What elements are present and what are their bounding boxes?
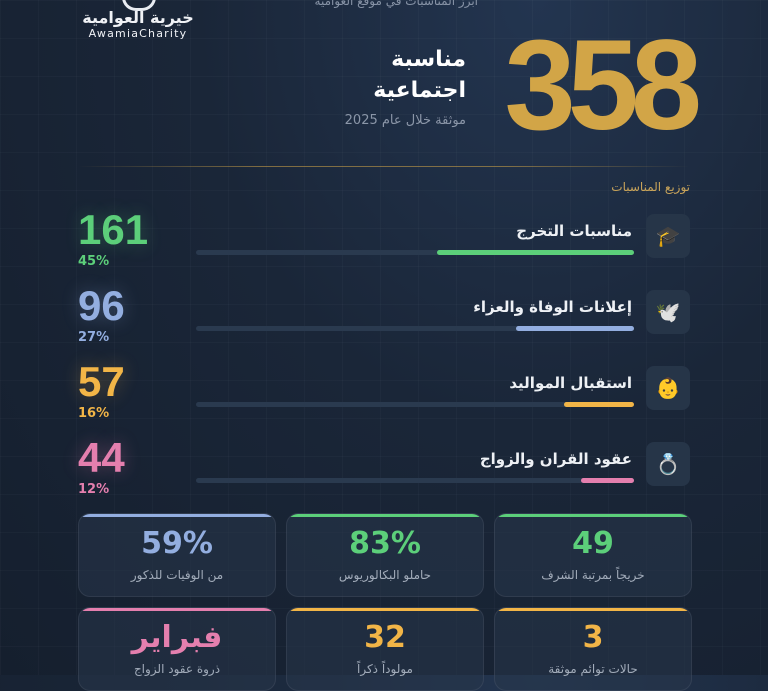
- stat-value: فبراير: [131, 620, 223, 655]
- category-bar-fill: [581, 478, 634, 483]
- stat-card: 59% من الوفيات للذكور: [78, 513, 276, 597]
- category-label: مناسبات التخرج: [516, 222, 632, 240]
- stat-card-accent: [79, 608, 275, 611]
- stat-caption: مولوداً ذكراً: [357, 662, 413, 676]
- stat-value: 3: [582, 620, 604, 655]
- ring-icon: 💍: [646, 442, 690, 486]
- hero-title-line2: اجتماعية: [373, 78, 466, 103]
- stat-value: 83%: [349, 526, 421, 561]
- category-bar-track: [196, 402, 634, 407]
- category-count: 96: [78, 282, 125, 329]
- category-label: استقبال المواليد: [509, 374, 632, 392]
- category-percent: 16%: [78, 406, 110, 421]
- category-count: 161: [78, 206, 149, 253]
- category-percent: 27%: [78, 330, 110, 345]
- logo-english: AwamiaCharity: [88, 27, 188, 40]
- stat-caption: ذروة عقود الزواج: [133, 662, 221, 676]
- stat-value: 49: [572, 526, 614, 561]
- category-bar-fill: [563, 402, 634, 407]
- hero-subtitle: موثقة خلال عام 2025: [344, 113, 466, 128]
- category-bar-track: [196, 250, 634, 255]
- stat-card-accent: [495, 608, 691, 611]
- stat-card: 3 حالات توائم موثقة: [494, 607, 692, 691]
- hero-title: مناسبة اجتماعية: [306, 44, 466, 106]
- logo: خيرية العوامية AwamiaCharity: [76, 0, 200, 44]
- category-label: عقود القران والزواج: [479, 450, 632, 468]
- category-row: 96 27% 🕊️ إعلانات الوفاة والعزاء: [78, 284, 690, 350]
- stat-card: 49 خريجاً بمرتبة الشرف: [494, 513, 692, 597]
- stat-card: فبراير ذروة عقود الزواج: [78, 607, 276, 691]
- logo-arabic: خيرية العوامية: [82, 8, 194, 27]
- category-row: 44 12% 💍 عقود القران والزواج: [78, 436, 690, 502]
- baby-icon: 👶: [646, 366, 690, 410]
- dove-icon: 🕊️: [646, 290, 690, 334]
- category-bar-track: [196, 478, 634, 483]
- stat-card-accent: [495, 514, 691, 517]
- stat-caption: من الوفيات للذكور: [130, 568, 224, 582]
- category-bar-track: [196, 326, 634, 331]
- stat-caption: حاملو البكالوريوس: [338, 568, 432, 582]
- stat-card-accent: [79, 514, 275, 517]
- stat-card: 32 مولوداً ذكراً: [286, 607, 484, 691]
- stat-caption: حالات توائم موثقة: [548, 662, 638, 676]
- category-label: إعلانات الوفاة والعزاء: [473, 298, 632, 316]
- stat-card-accent: [287, 608, 483, 611]
- category-percent: 45%: [78, 254, 110, 269]
- category-row: 161 45% 🎓 مناسبات التخرج: [78, 208, 690, 274]
- category-bar-fill: [436, 250, 634, 255]
- graduation-cap-icon: 🎓: [646, 214, 690, 258]
- section-title: توزيع المناسبات: [611, 180, 690, 194]
- category-row: 57 16% 👶 استقبال المواليد: [78, 360, 690, 426]
- stat-card: 83% حاملو البكالوريوس: [286, 513, 484, 597]
- stat-value: 59%: [141, 526, 213, 561]
- stat-card-accent: [287, 514, 483, 517]
- hero-number: 358: [504, 14, 702, 157]
- top-cut-text: أبرز المناسبات في موقع العوامية: [314, 0, 478, 8]
- category-count: 57: [78, 358, 125, 405]
- hero-title-line1: مناسبة: [391, 47, 466, 72]
- stat-caption: خريجاً بمرتبة الشرف: [541, 568, 645, 582]
- category-count: 44: [78, 434, 125, 481]
- category-percent: 12%: [78, 482, 110, 497]
- divider: [78, 166, 690, 167]
- stat-value: 32: [364, 620, 406, 655]
- category-bar-fill: [515, 326, 634, 331]
